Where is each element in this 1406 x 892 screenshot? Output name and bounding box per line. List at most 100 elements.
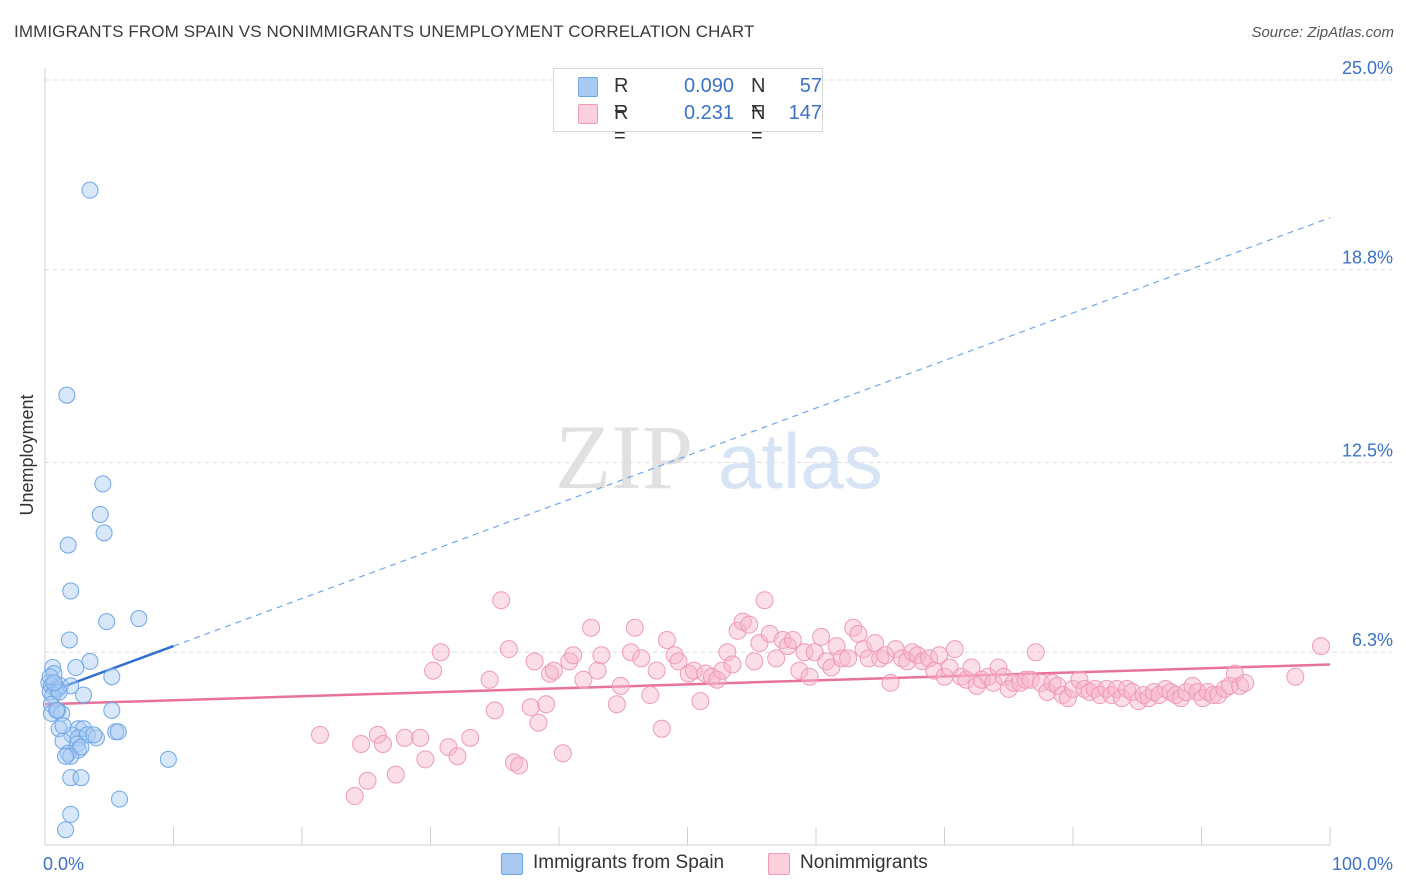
point-nonimmigrants xyxy=(525,652,544,671)
point-nonimmigrants xyxy=(395,728,414,747)
y-tick-label: 12.5% xyxy=(1342,441,1393,461)
point-nonimmigrants xyxy=(1188,683,1207,701)
point-nonimmigrants xyxy=(849,624,868,643)
series-nonimmigrants xyxy=(310,591,1331,806)
point-immigrants-from-spain xyxy=(130,610,148,628)
bottom-legend-swatch-nonimmigrants xyxy=(768,853,790,875)
point-immigrants-from-spain xyxy=(159,750,177,768)
trend-line-spain-projection xyxy=(173,217,1331,647)
point-nonimmigrants xyxy=(657,630,676,649)
point-nonimmigrants xyxy=(510,756,529,775)
point-nonimmigrants xyxy=(373,735,392,754)
point-nonimmigrants xyxy=(521,698,540,717)
point-nonimmigrants xyxy=(1026,643,1045,662)
x-tick-label: 0.0% xyxy=(43,854,84,874)
point-nonimmigrants xyxy=(607,695,626,714)
point-nonimmigrants xyxy=(537,695,556,714)
point-nonimmigrants xyxy=(745,652,764,671)
point-nonimmigrants xyxy=(505,753,524,772)
point-immigrants-from-spain xyxy=(62,582,80,600)
legend-n-label: N = xyxy=(751,102,766,147)
point-nonimmigrants xyxy=(574,670,593,689)
point-nonimmigrants xyxy=(625,618,644,637)
legend-swatch-spain xyxy=(578,77,598,97)
y-tick-label: 18.8% xyxy=(1342,248,1393,268)
point-immigrants-from-spain xyxy=(98,613,116,631)
point-nonimmigrants xyxy=(439,738,458,757)
legend-r-value: 0.231 xyxy=(683,102,734,124)
point-immigrants-from-spain xyxy=(75,686,93,704)
point-nonimmigrants xyxy=(893,649,912,668)
point-nonimmigrants xyxy=(708,670,727,689)
point-nonimmigrants xyxy=(611,676,630,695)
legend-r-value: 0.090 xyxy=(683,75,734,97)
point-nonimmigrants xyxy=(767,649,786,668)
point-immigrants-from-spain xyxy=(58,386,76,404)
point-nonimmigrants xyxy=(952,667,971,686)
point-nonimmigrants xyxy=(431,643,450,662)
point-nonimmigrants xyxy=(1021,670,1040,689)
point-nonimmigrants xyxy=(1097,679,1116,698)
point-nonimmigrants xyxy=(1043,673,1062,692)
point-immigrants-from-spain xyxy=(57,821,75,839)
point-immigrants-from-spain xyxy=(85,726,103,744)
point-nonimmigrants xyxy=(989,658,1008,677)
point-nonimmigrants xyxy=(908,646,927,665)
point-nonimmigrants xyxy=(930,646,949,665)
point-nonimmigrants xyxy=(529,713,548,732)
point-immigrants-from-spain xyxy=(62,769,80,787)
point-nonimmigrants xyxy=(1236,673,1255,692)
y-axis-label: Unemployment xyxy=(17,394,37,515)
point-immigrants-from-spain xyxy=(57,747,75,765)
point-nonimmigrants xyxy=(795,643,814,662)
point-immigrants-from-spain xyxy=(72,738,90,756)
point-nonimmigrants xyxy=(461,728,480,747)
point-nonimmigrants xyxy=(1038,683,1057,701)
point-immigrants-from-spain xyxy=(41,683,59,701)
point-nonimmigrants xyxy=(773,630,792,649)
point-nonimmigrants xyxy=(1134,686,1153,705)
point-immigrants-from-spain xyxy=(62,805,80,823)
point-nonimmigrants xyxy=(1166,686,1185,705)
point-nonimmigrants xyxy=(822,658,841,677)
legend-swatch-nonimmigrants xyxy=(578,104,598,124)
point-nonimmigrants xyxy=(1231,676,1250,695)
point-nonimmigrants xyxy=(1058,689,1077,708)
point-nonimmigrants xyxy=(740,615,759,634)
point-nonimmigrants xyxy=(499,640,518,659)
point-immigrants-from-spain xyxy=(59,536,77,554)
point-nonimmigrants xyxy=(1215,679,1234,698)
point-nonimmigrants xyxy=(632,649,651,668)
point-nonimmigrants xyxy=(713,661,732,680)
point-immigrants-from-spain xyxy=(87,729,105,747)
point-nonimmigrants xyxy=(728,621,747,640)
point-immigrants-from-spain xyxy=(81,652,99,670)
point-nonimmigrants xyxy=(358,771,377,790)
point-nonimmigrants xyxy=(812,627,831,646)
point-nonimmigrants xyxy=(844,618,863,637)
point-nonimmigrants xyxy=(1053,686,1072,705)
trend-line-nonimmigrants xyxy=(44,663,1331,706)
point-nonimmigrants xyxy=(1156,679,1175,698)
point-immigrants-from-spain xyxy=(94,475,112,493)
point-nonimmigrants xyxy=(582,618,601,637)
point-nonimmigrants xyxy=(1016,670,1035,689)
legend-r-label: R = xyxy=(614,102,629,147)
point-nonimmigrants xyxy=(1204,686,1223,705)
point-nonimmigrants xyxy=(817,652,836,671)
point-nonimmigrants xyxy=(723,655,742,674)
point-immigrants-from-spain xyxy=(72,769,90,787)
bottom-legend-label-nonimmigrants: Nonimmigrants xyxy=(800,852,928,873)
point-nonimmigrants xyxy=(345,787,364,806)
point-immigrants-from-spain xyxy=(67,659,85,677)
point-immigrants-from-spain xyxy=(95,524,113,542)
watermark-atlas: atlas xyxy=(718,417,883,505)
point-nonimmigrants xyxy=(962,658,981,677)
point-nonimmigrants xyxy=(352,735,371,754)
point-nonimmigrants xyxy=(1161,683,1180,701)
point-nonimmigrants xyxy=(553,744,572,763)
point-nonimmigrants xyxy=(755,591,774,610)
y-tick-label: 25.0% xyxy=(1342,58,1393,78)
point-nonimmigrants xyxy=(1171,689,1190,708)
